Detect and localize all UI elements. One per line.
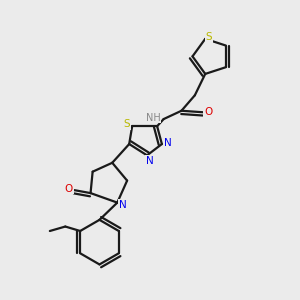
Text: O: O [65,184,73,194]
Text: N: N [119,200,127,210]
Text: N: N [164,138,172,148]
Text: S: S [206,32,212,42]
Text: NH: NH [146,112,161,123]
Text: O: O [204,107,212,117]
Text: S: S [124,119,130,129]
Text: N: N [146,156,153,166]
